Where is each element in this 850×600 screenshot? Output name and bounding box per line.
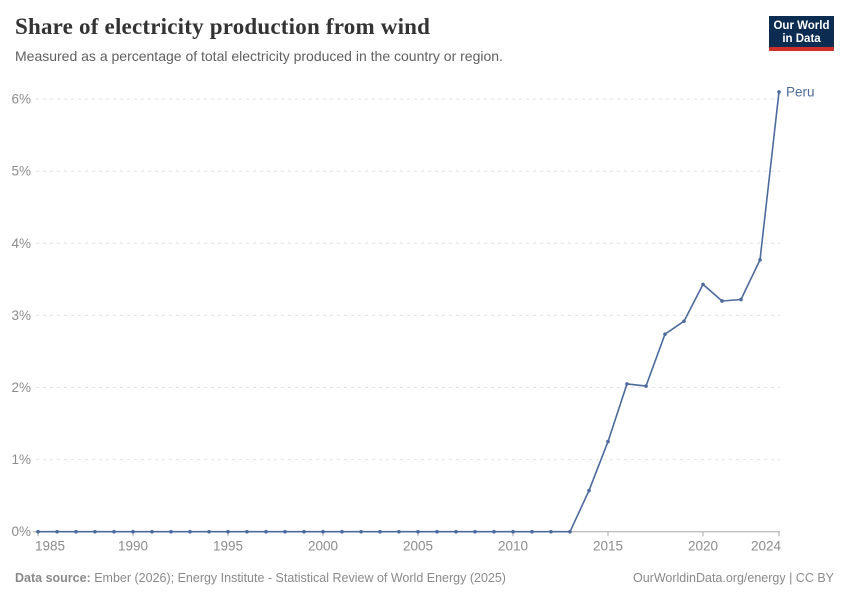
data-point-peru-1991[interactable]: [150, 529, 154, 534]
x-tick-label-2005: 2005: [403, 539, 433, 554]
data-point-peru-2008[interactable]: [473, 529, 477, 534]
x-tick-label-1995: 1995: [213, 539, 243, 554]
data-point-peru-2002[interactable]: [359, 529, 363, 534]
data-point-peru-1996[interactable]: [245, 529, 249, 534]
data-point-peru-1992[interactable]: [169, 529, 173, 534]
data-point-peru-2005[interactable]: [416, 529, 420, 534]
x-tick-label-2024: 2024: [751, 539, 782, 554]
y-tick-label-4%: 4%: [11, 236, 31, 251]
x-tick-label-1985: 1985: [35, 539, 65, 554]
data-point-peru-2017[interactable]: [644, 384, 648, 388]
data-point-peru-1985[interactable]: [36, 529, 40, 534]
page-title: Share of electricity production from win…: [15, 14, 431, 39]
data-point-peru-2000[interactable]: [321, 529, 325, 534]
data-source-note: Data source: Ember (2026); Energy Instit…: [15, 571, 506, 587]
x-tick-label-2010: 2010: [498, 539, 528, 554]
data-point-peru-2009[interactable]: [492, 529, 496, 534]
data-point-peru-2006[interactable]: [435, 529, 439, 534]
y-tick-label-0%: 0%: [11, 524, 31, 539]
y-tick-label-6%: 6%: [11, 92, 31, 107]
data-point-peru-1989[interactable]: [112, 529, 116, 534]
data-point-peru-2022[interactable]: [739, 297, 743, 302]
data-point-peru-1988[interactable]: [93, 529, 97, 534]
owid-energy-link[interactable]: OurWorldinData.org/energy | CC BY: [632, 571, 834, 585]
data-point-peru-2016[interactable]: [625, 382, 629, 386]
x-tick-label-2000: 2000: [308, 539, 338, 554]
data-point-peru-1997[interactable]: [264, 529, 268, 534]
data-point-peru-2014[interactable]: [587, 488, 591, 493]
data-point-peru-1995[interactable]: [226, 529, 230, 534]
data-point-peru-1990[interactable]: [131, 529, 135, 534]
chart-footer: Data source: Ember (2026); Energy Instit…: [15, 571, 834, 587]
series-line-peru[interactable]: [37, 91, 780, 533]
y-tick-label-5%: 5%: [11, 164, 31, 179]
data-point-peru-1993[interactable]: [188, 529, 192, 534]
data-point-peru-2011[interactable]: [530, 529, 534, 534]
owid-logo[interactable]: Our World in Data: [769, 16, 834, 51]
data-source-text: Ember (2026); Energy Institute - Statist…: [90, 571, 506, 585]
data-point-peru-2015[interactable]: [606, 439, 610, 444]
data-point-peru-2013[interactable]: [568, 529, 572, 534]
data-point-peru-2019[interactable]: [682, 319, 686, 323]
y-tick-label-3%: 3%: [11, 308, 31, 323]
data-point-peru-2007[interactable]: [454, 529, 458, 534]
chart-subtitle: Measured as a percentage of total electr…: [15, 48, 503, 64]
data-point-peru-1987[interactable]: [74, 529, 78, 534]
data-point-peru-2004[interactable]: [397, 529, 401, 534]
x-tick-label-1990: 1990: [118, 539, 148, 554]
series-end-label-peru: Peru: [786, 84, 815, 99]
data-point-peru-2021[interactable]: [720, 299, 724, 303]
owid-logo-red-bar: [769, 47, 834, 51]
data-point-peru-2023[interactable]: [758, 258, 762, 262]
data-point-peru-1994[interactable]: [207, 529, 211, 534]
data-point-peru-2003[interactable]: [378, 529, 382, 534]
data-point-peru-1998[interactable]: [283, 529, 287, 534]
data-point-peru-2012[interactable]: [549, 529, 553, 534]
owid-logo-line2: in Data: [782, 33, 821, 45]
data-point-peru-1986[interactable]: [55, 529, 59, 534]
x-tick-label-2015: 2015: [593, 539, 623, 554]
y-tick-label-1%: 1%: [11, 452, 31, 467]
data-point-peru-2020[interactable]: [701, 282, 705, 287]
y-tick-label-2%: 2%: [11, 380, 31, 395]
data-point-peru-2024[interactable]: [777, 90, 781, 94]
data-point-peru-1999[interactable]: [302, 529, 306, 534]
owid-logo-line1: Our World: [773, 20, 830, 32]
data-point-peru-2001[interactable]: [340, 529, 344, 534]
data-point-peru-2010[interactable]: [511, 529, 515, 534]
data-source-label: Data source:: [15, 571, 91, 585]
x-tick-label-2020: 2020: [688, 539, 718, 554]
data-point-peru-2018[interactable]: [663, 332, 667, 336]
chart-header: Share of electricity production from win…: [15, 14, 835, 64]
